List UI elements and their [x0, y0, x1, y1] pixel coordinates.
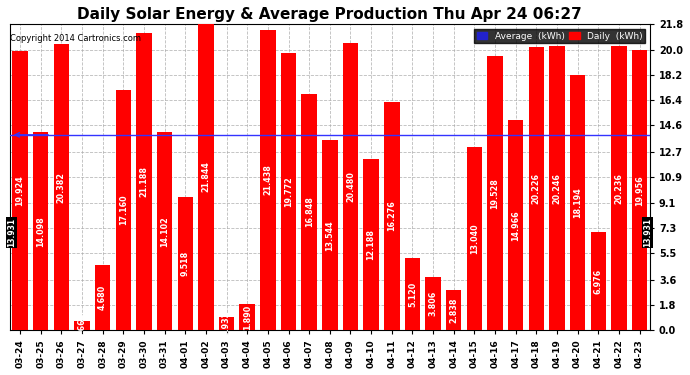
- Bar: [177, 197, 193, 330]
- Text: 1.890: 1.890: [243, 304, 252, 330]
- Text: 16.848: 16.848: [305, 196, 314, 228]
- Bar: [239, 304, 255, 330]
- Text: 5.120: 5.120: [408, 282, 417, 307]
- Text: 19.956: 19.956: [635, 175, 644, 206]
- Bar: [33, 132, 48, 330]
- Text: 3.806: 3.806: [428, 291, 437, 316]
- Text: 16.276: 16.276: [387, 201, 396, 231]
- Bar: [384, 102, 400, 330]
- Bar: [12, 51, 28, 330]
- Bar: [404, 258, 420, 330]
- Text: Copyright 2014 Cartronics.com: Copyright 2014 Cartronics.com: [10, 34, 141, 43]
- Text: 20.480: 20.480: [346, 171, 355, 202]
- Text: 12.188: 12.188: [366, 229, 375, 260]
- Bar: [157, 132, 172, 330]
- Bar: [632, 50, 647, 330]
- Text: 13.544: 13.544: [325, 220, 335, 251]
- Bar: [115, 90, 131, 330]
- Text: 20.226: 20.226: [532, 173, 541, 204]
- Text: 2.838: 2.838: [449, 297, 458, 323]
- Text: 18.194: 18.194: [573, 187, 582, 218]
- Text: 19.772: 19.772: [284, 176, 293, 207]
- Bar: [549, 46, 564, 330]
- Bar: [260, 30, 275, 330]
- Text: 21.844: 21.844: [201, 162, 210, 192]
- Bar: [508, 120, 524, 330]
- Bar: [611, 46, 627, 330]
- Bar: [136, 33, 152, 330]
- Text: 20.382: 20.382: [57, 172, 66, 203]
- Text: 14.098: 14.098: [36, 216, 46, 247]
- Text: 13.040: 13.040: [470, 224, 479, 254]
- Text: 19.924: 19.924: [16, 175, 25, 206]
- Bar: [425, 277, 441, 330]
- Bar: [591, 232, 606, 330]
- Text: 20.236: 20.236: [614, 173, 624, 204]
- Legend: Average  (kWh), Daily  (kWh): Average (kWh), Daily (kWh): [474, 29, 645, 44]
- Text: 19.528: 19.528: [491, 178, 500, 209]
- Bar: [487, 56, 503, 330]
- Text: 4.680: 4.680: [98, 285, 107, 310]
- Text: 0.932: 0.932: [222, 311, 231, 336]
- Title: Daily Solar Energy & Average Production Thu Apr 24 06:27: Daily Solar Energy & Average Production …: [77, 7, 582, 22]
- Text: 17.160: 17.160: [119, 195, 128, 225]
- Bar: [570, 75, 585, 330]
- Text: 20.246: 20.246: [553, 173, 562, 204]
- Text: 6.976: 6.976: [594, 268, 603, 294]
- Text: 13.931: 13.931: [8, 218, 17, 247]
- Bar: [322, 140, 337, 330]
- Text: 14.966: 14.966: [511, 210, 520, 240]
- Bar: [343, 43, 358, 330]
- Bar: [466, 147, 482, 330]
- Bar: [281, 53, 296, 330]
- Bar: [219, 317, 235, 330]
- Text: 9.518: 9.518: [181, 251, 190, 276]
- Text: 0.664: 0.664: [77, 313, 86, 338]
- Bar: [198, 24, 214, 330]
- Bar: [95, 264, 110, 330]
- Bar: [75, 321, 90, 330]
- Text: 14.102: 14.102: [160, 216, 169, 247]
- Text: 21.188: 21.188: [139, 166, 148, 197]
- Text: 21.438: 21.438: [264, 164, 273, 195]
- Bar: [302, 94, 317, 330]
- Bar: [529, 46, 544, 330]
- Text: 13.931: 13.931: [643, 218, 652, 247]
- Bar: [54, 44, 69, 330]
- Bar: [364, 159, 379, 330]
- Bar: [446, 290, 462, 330]
